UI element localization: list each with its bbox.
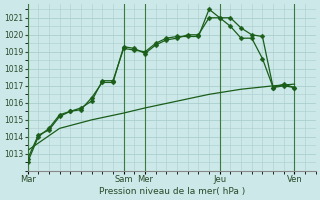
X-axis label: Pression niveau de la mer( hPa ): Pression niveau de la mer( hPa ) [99,187,245,196]
